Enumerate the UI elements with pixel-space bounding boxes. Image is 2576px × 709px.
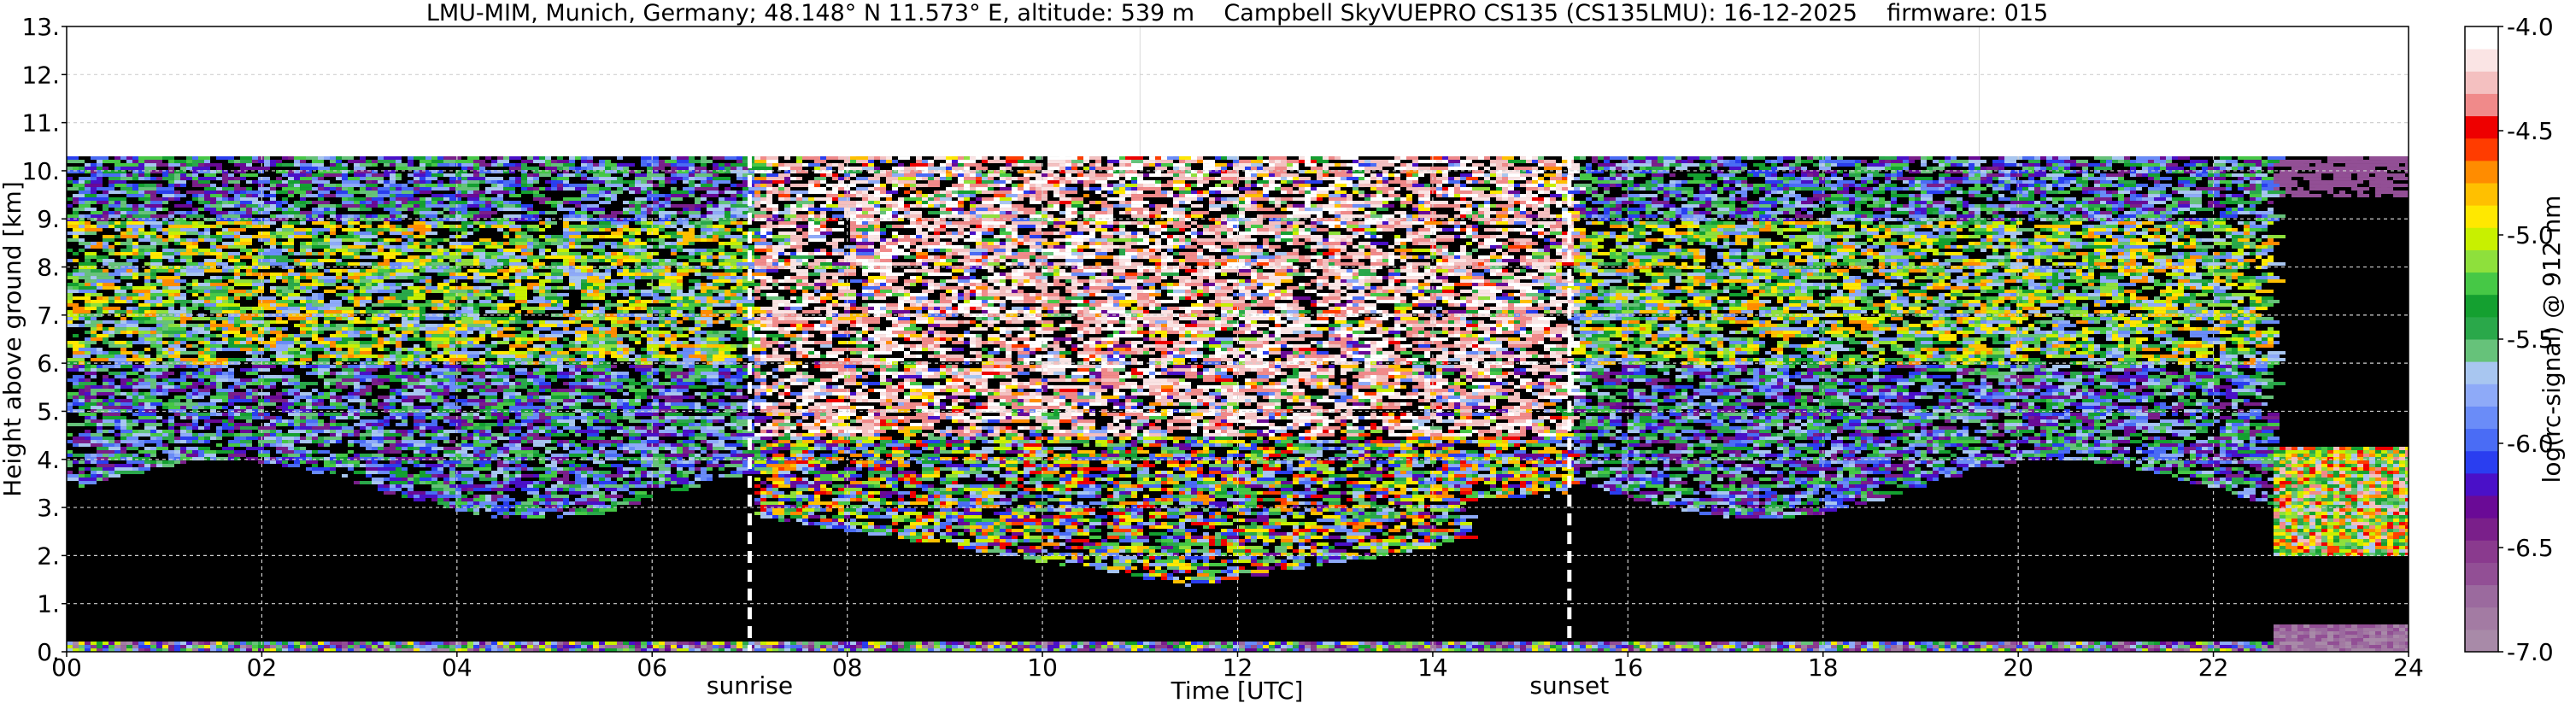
colorbar-segment	[2465, 339, 2498, 362]
y-tick-label: 4.	[37, 446, 60, 474]
colorbar-tick-label: -4.5	[2507, 117, 2554, 145]
colorbar-segment	[2465, 384, 2498, 407]
y-tick-label: 9.	[37, 205, 60, 233]
colorbar-segment	[2465, 161, 2498, 184]
y-tick-label: 3.	[37, 494, 60, 522]
colorbar-segment	[2465, 562, 2498, 585]
colorbar-segment	[2465, 518, 2498, 541]
colorbar-tick-label: -4.0	[2507, 13, 2554, 41]
colorbar-segment	[2465, 540, 2498, 563]
x-tick-label: 20	[2003, 653, 2033, 682]
colorbar-segment	[2465, 183, 2498, 206]
colorbar-segment	[2465, 26, 2498, 50]
x-tick-label: 16	[1613, 653, 1644, 682]
colorbar-segment	[2465, 361, 2498, 384]
x-axis-label: Time [UTC]	[1171, 677, 1304, 705]
colorbar-segment	[2465, 630, 2498, 653]
y-tick-label: 6.	[37, 349, 60, 378]
colorbar-label: log(rc-signal) @ 912 nm	[2538, 196, 2566, 483]
y-tick-label: 11.	[21, 109, 60, 138]
colorbar-segment	[2465, 451, 2498, 474]
colorbar-segment	[2465, 406, 2498, 429]
x-tick-label: 22	[2198, 653, 2229, 682]
y-tick-label: 2.	[37, 542, 60, 570]
colorbar-segment	[2465, 49, 2498, 72]
colorbar-segment	[2465, 429, 2498, 452]
colorbar-segment	[2465, 272, 2498, 296]
x-tick-label: 24	[2393, 653, 2424, 682]
y-tick-label: 7.	[37, 302, 60, 330]
x-tick-label: 04	[442, 653, 472, 682]
colorbar-segment	[2465, 295, 2498, 318]
colorbar-tick-label: -7.0	[2507, 638, 2554, 666]
colorbar-segment	[2465, 473, 2498, 496]
y-tick-label: 12.	[21, 61, 60, 89]
colorbar-segment	[2465, 249, 2498, 272]
x-tick-label: 18	[1808, 653, 1839, 682]
backscatter-heatmap	[67, 156, 2423, 652]
chart-title: LMU-MIM, Munich, Germany; 48.148° N 11.5…	[426, 0, 2048, 26]
x-tick-label: 02	[247, 653, 278, 682]
colorbar	[2465, 26, 2498, 653]
colorbar-segment	[2465, 607, 2498, 630]
sun-event-label-sunrise: sunrise	[707, 671, 793, 700]
plot-area: sunrise sunset	[67, 26, 2423, 700]
colorbar-segment	[2465, 138, 2498, 161]
colorbar-segment	[2465, 227, 2498, 250]
colorbar-segment	[2465, 93, 2498, 116]
x-tick-label: 08	[832, 653, 863, 682]
colorbar-tick-label: -6.5	[2507, 534, 2554, 562]
colorbar-segment	[2465, 116, 2498, 139]
y-tick-label: 10.	[21, 157, 60, 185]
colorbar-segment	[2465, 71, 2498, 94]
y-tick-label: 5.	[37, 397, 60, 425]
y-tick-label: 13.	[21, 13, 60, 41]
colorbar-segment	[2465, 495, 2498, 519]
colorbar-segment	[2465, 317, 2498, 340]
x-tick-label: 14	[1417, 653, 1448, 682]
y-tick-label: 1.	[37, 590, 60, 618]
sun-event-label-sunset: sunset	[1529, 671, 1609, 700]
y-axis-ticks: 0. 1. 2. 3. 4. 5. 6. 7. 8. 9. 10. 11. 12. 13.	[21, 13, 67, 666]
y-tick-label: 0.	[37, 638, 60, 666]
y-axis-label: Height above ground [km]	[0, 181, 26, 497]
x-tick-label: 06	[637, 653, 667, 682]
colorbar-segment	[2465, 585, 2498, 608]
x-tick-label: 10	[1027, 653, 1058, 682]
y-tick-label: 8.	[37, 254, 60, 282]
colorbar-segment	[2465, 205, 2498, 228]
